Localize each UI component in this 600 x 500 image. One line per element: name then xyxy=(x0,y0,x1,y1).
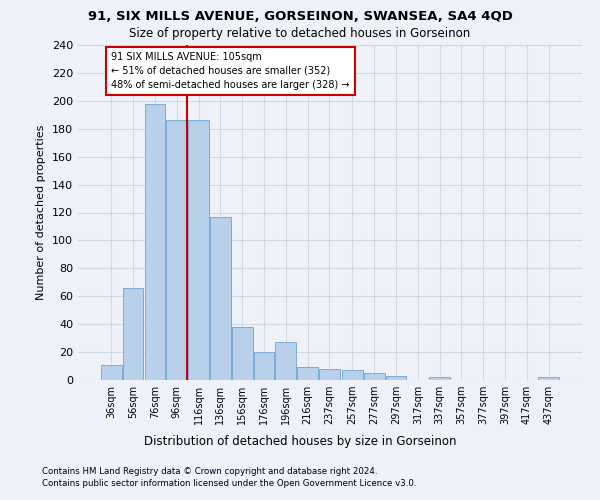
Bar xyxy=(538,377,559,380)
Bar xyxy=(145,104,165,380)
Bar xyxy=(319,369,340,380)
Bar xyxy=(254,352,274,380)
Text: 91 SIX MILLS AVENUE: 105sqm
← 51% of detached houses are smaller (352)
48% of se: 91 SIX MILLS AVENUE: 105sqm ← 51% of det… xyxy=(111,52,350,90)
Bar xyxy=(364,373,385,380)
Text: Contains public sector information licensed under the Open Government Licence v3: Contains public sector information licen… xyxy=(42,479,416,488)
Bar xyxy=(188,120,209,380)
Bar xyxy=(386,376,406,380)
Bar xyxy=(342,370,363,380)
Bar xyxy=(101,364,122,380)
Text: 91, SIX MILLS AVENUE, GORSEINON, SWANSEA, SA4 4QD: 91, SIX MILLS AVENUE, GORSEINON, SWANSEA… xyxy=(88,10,512,23)
Bar xyxy=(275,342,296,380)
Text: Contains HM Land Registry data © Crown copyright and database right 2024.: Contains HM Land Registry data © Crown c… xyxy=(42,468,377,476)
Bar xyxy=(210,216,231,380)
Bar xyxy=(166,120,187,380)
Bar xyxy=(123,288,143,380)
Bar xyxy=(429,377,450,380)
Text: Size of property relative to detached houses in Gorseinon: Size of property relative to detached ho… xyxy=(130,28,470,40)
Text: Distribution of detached houses by size in Gorseinon: Distribution of detached houses by size … xyxy=(144,435,456,448)
Y-axis label: Number of detached properties: Number of detached properties xyxy=(37,125,46,300)
Bar xyxy=(297,368,318,380)
Bar xyxy=(232,327,253,380)
